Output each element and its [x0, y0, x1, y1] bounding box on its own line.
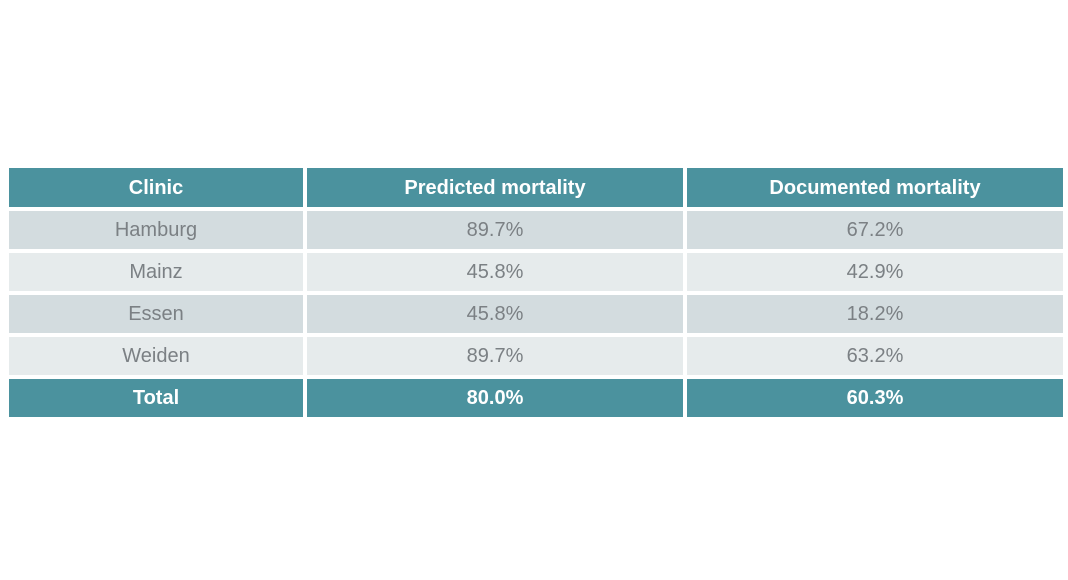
column-header-clinic: Clinic: [9, 168, 303, 207]
clinic-name: Mainz: [9, 253, 303, 291]
total-documented-mortality: 60.3%: [687, 379, 1063, 417]
table-row: Weiden 89.7% 63.2%: [9, 337, 1063, 375]
predicted-mortality-value: 89.7%: [307, 211, 683, 249]
documented-mortality-value: 63.2%: [687, 337, 1063, 375]
table-row: Mainz 45.8% 42.9%: [9, 253, 1063, 291]
mortality-table: Clinic Predicted mortality Documented mo…: [5, 164, 1067, 421]
table-header-row: Clinic Predicted mortality Documented mo…: [9, 168, 1063, 207]
predicted-mortality-value: 45.8%: [307, 295, 683, 333]
predicted-mortality-value: 45.8%: [307, 253, 683, 291]
documented-mortality-value: 67.2%: [687, 211, 1063, 249]
total-predicted-mortality: 80.0%: [307, 379, 683, 417]
column-header-documented-mortality: Documented mortality: [687, 168, 1063, 207]
predicted-mortality-value: 89.7%: [307, 337, 683, 375]
clinic-name: Weiden: [9, 337, 303, 375]
mortality-table-container: Clinic Predicted mortality Documented mo…: [5, 164, 1067, 421]
column-header-predicted-mortality: Predicted mortality: [307, 168, 683, 207]
table-total-row: Total 80.0% 60.3%: [9, 379, 1063, 417]
documented-mortality-value: 42.9%: [687, 253, 1063, 291]
documented-mortality-value: 18.2%: [687, 295, 1063, 333]
clinic-name: Essen: [9, 295, 303, 333]
table-row: Essen 45.8% 18.2%: [9, 295, 1063, 333]
clinic-name: Hamburg: [9, 211, 303, 249]
table-row: Hamburg 89.7% 67.2%: [9, 211, 1063, 249]
total-label: Total: [9, 379, 303, 417]
